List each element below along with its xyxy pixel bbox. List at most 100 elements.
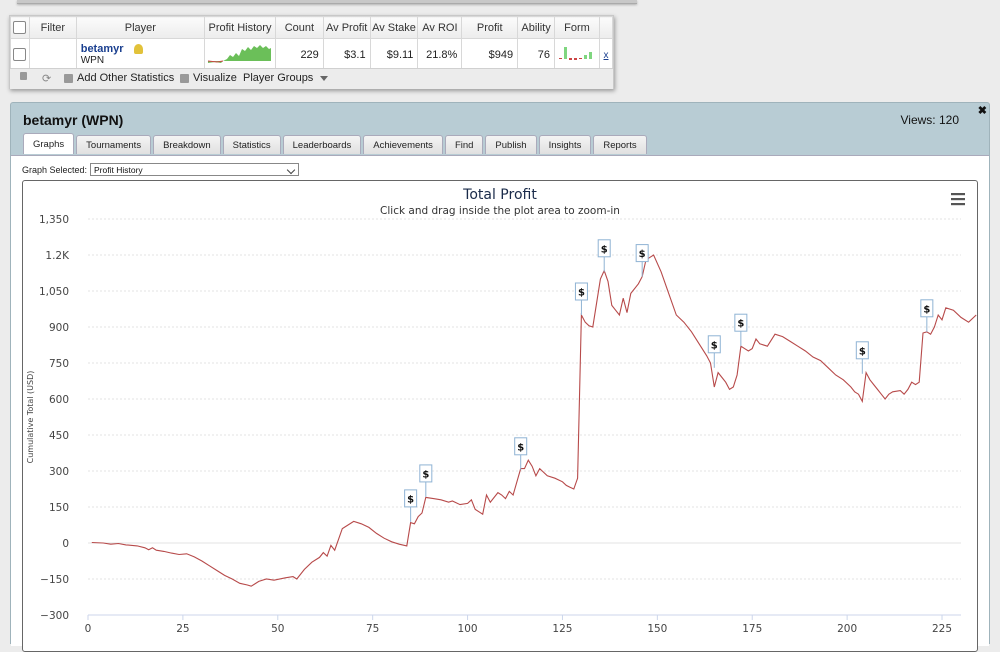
player-cell: betamyr WPN	[75, 38, 205, 71]
deposit-marker-box	[404, 489, 418, 508]
chart-svg[interactable]: Total Profit Click and drag inside the pl…	[23, 181, 977, 651]
x-tick-label: 50	[271, 623, 284, 635]
deposit-marker-box	[597, 239, 611, 258]
form-chart	[559, 47, 592, 60]
tab-publish[interactable]: Publish	[485, 135, 537, 154]
chart-title: Total Profit	[462, 187, 537, 203]
deposit-marker-box	[635, 244, 649, 263]
player-panel: betamyr (WPN) Views: 120 ✖ Graphs Tourna…	[10, 102, 990, 652]
image-icon	[180, 73, 189, 83]
profit-chart[interactable]: Total Profit Click and drag inside the pl…	[22, 180, 978, 652]
chart-subtitle: Click and drag inside the plot area to z…	[380, 205, 620, 217]
stats-toolbar: ⟳ Add Other Statistics Visualize Player …	[10, 68, 613, 89]
deposit-marker-box	[419, 464, 433, 483]
player-groups-dropdown[interactable]: Player Groups	[243, 72, 329, 84]
x-tick-label: 75	[366, 623, 379, 635]
deposit-marker-label: $	[601, 244, 608, 255]
player-site: WPN	[80, 55, 105, 66]
deposit-marker-label: $	[737, 319, 744, 330]
col-filter[interactable]: Filter	[28, 16, 77, 39]
table-header-row: Filter Player Profit History Count Av Pr…	[10, 16, 613, 39]
x-tick-label: 125	[552, 623, 572, 635]
y-axis-label: Cumulative Total (USD)	[26, 371, 35, 464]
profit-cell: $949	[461, 38, 519, 71]
menu-icon[interactable]	[951, 193, 965, 206]
add-stats-label: Add Other Statistics	[77, 72, 175, 84]
top-scroll-edge	[17, 0, 637, 4]
row-select-cell[interactable]	[10, 38, 30, 71]
col-ability[interactable]: Ability	[517, 16, 555, 39]
ability-cell: 76	[517, 38, 555, 71]
player-name-link[interactable]: betamyr	[80, 43, 124, 55]
remove-cell: x	[599, 38, 613, 71]
tab-tournaments[interactable]: Tournaments	[76, 135, 152, 154]
close-icon[interactable]: ✖	[977, 105, 987, 117]
tab-find[interactable]: Find	[444, 135, 484, 154]
graph-select-dropdown[interactable]: Profit History	[90, 163, 299, 176]
sparkline-negative	[207, 60, 224, 63]
x-tick-label: 175	[742, 623, 762, 635]
row-checkbox[interactable]	[13, 48, 27, 61]
visualize-button[interactable]: Visualize	[180, 72, 237, 84]
tab-reports[interactable]: Reports	[593, 135, 647, 154]
tab-leaderboards[interactable]: Leaderboards	[282, 135, 362, 154]
sparkline-area	[207, 45, 271, 63]
av-profit-cell: $3.1	[322, 38, 371, 71]
tab-insights[interactable]: Insights	[538, 135, 592, 154]
chevron-down-icon	[320, 75, 329, 81]
table-row: betamyr WPN 229 $3.1 $9.11 21.8% $949 76	[10, 38, 613, 71]
y-tick-label: 900	[49, 322, 69, 334]
profit-history-sparkline[interactable]	[203, 38, 276, 71]
select-all-checkbox[interactable]	[13, 21, 27, 34]
x-tick-label: 100	[458, 623, 478, 635]
deposit-marker-label: $	[422, 469, 429, 480]
deposit-marker-label: $	[517, 442, 524, 453]
col-form[interactable]: Form	[554, 16, 600, 39]
y-tick-label: 0	[62, 538, 69, 550]
col-av-profit[interactable]: Av Profit	[322, 16, 371, 39]
col-count[interactable]: Count	[274, 16, 324, 39]
add-stats-icon	[64, 73, 73, 83]
sparkline-chart	[207, 45, 271, 63]
col-player[interactable]: Player	[75, 16, 205, 39]
y-tick-label: −150	[40, 574, 69, 586]
x-tick-label: 25	[176, 623, 189, 635]
player-groups-label: Player Groups	[243, 72, 314, 84]
remove-player-link[interactable]: x	[603, 49, 609, 61]
col-profit[interactable]: Profit	[461, 16, 519, 39]
tab-breakdown[interactable]: Breakdown	[153, 135, 221, 154]
trash-icon[interactable]	[20, 72, 27, 80]
y-tick-label: 1.2K	[45, 250, 70, 262]
x-tick-label: 200	[837, 623, 857, 635]
award-icon	[133, 44, 143, 54]
tab-content: Graph Selected: Profit History Total Pro…	[11, 155, 989, 652]
col-av-stake[interactable]: Av Stake	[369, 16, 419, 39]
graph-selected-label: Graph Selected:	[22, 165, 88, 175]
select-all-cell[interactable]	[10, 16, 30, 39]
x-tick-label: 150	[647, 623, 667, 635]
col-remove	[599, 16, 613, 39]
stats-table: Filter Player Profit History Count Av Pr…	[10, 16, 613, 71]
col-av-roi[interactable]: Av ROI	[417, 16, 463, 39]
deposit-marker-label: $	[859, 346, 866, 357]
page-title: betamyr (WPN)	[23, 112, 124, 128]
filter-cell	[28, 38, 77, 71]
tab-statistics[interactable]: Statistics	[222, 135, 281, 154]
deposit-marker-label: $	[639, 249, 646, 260]
deposit-marker-label: $	[407, 494, 414, 505]
deposit-marker-box	[855, 341, 869, 360]
visualize-label: Visualize	[193, 72, 237, 84]
tab-achievements[interactable]: Achievements	[363, 135, 443, 154]
refresh-icon[interactable]: ⟳	[42, 73, 52, 85]
y-tick-label: 300	[49, 466, 69, 478]
form-cell	[554, 38, 600, 71]
count-cell: 229	[274, 38, 324, 71]
form-bar	[584, 55, 587, 59]
tab-graphs[interactable]: Graphs	[23, 133, 75, 154]
add-other-statistics-button[interactable]: Add Other Statistics	[64, 72, 174, 84]
y-tick-label: 600	[49, 394, 69, 406]
col-profit-history[interactable]: Profit History	[203, 16, 276, 39]
profit-series-line	[91, 254, 977, 587]
x-tick-label: 0	[85, 623, 92, 635]
deposit-marker-label: $	[578, 288, 585, 299]
